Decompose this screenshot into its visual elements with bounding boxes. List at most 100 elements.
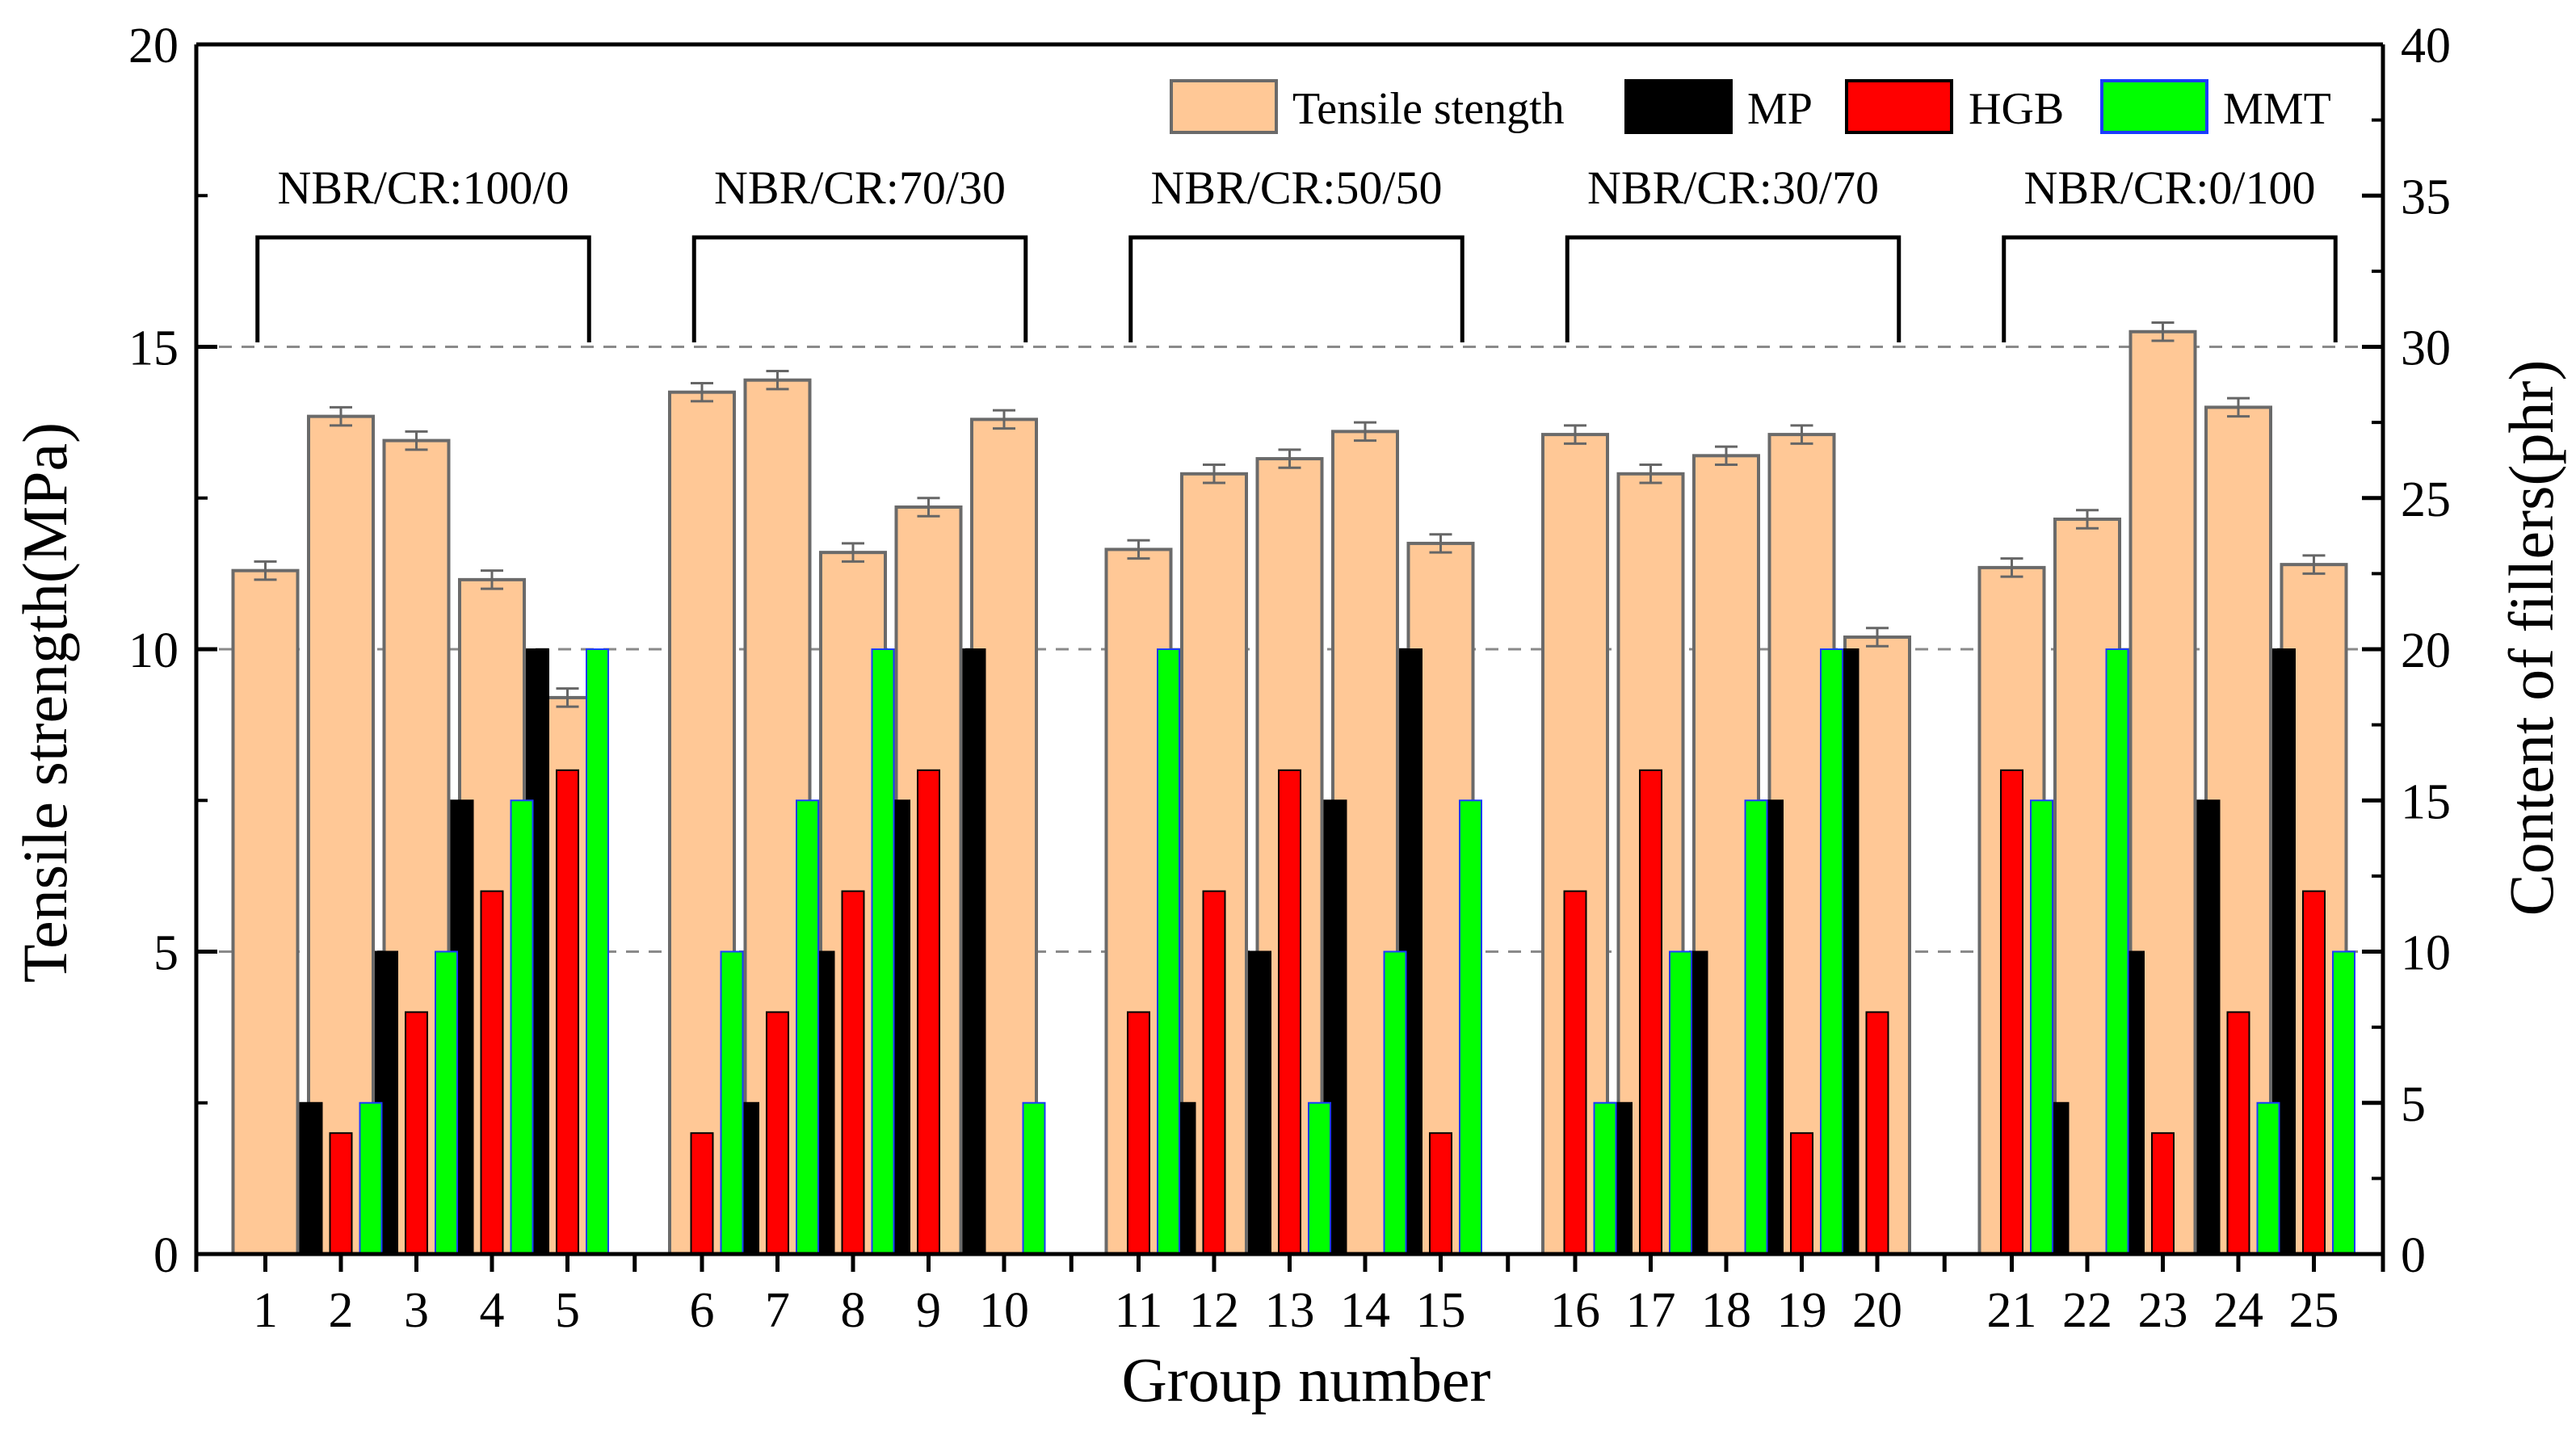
mmt-bar (510, 799, 534, 1255)
y-tick-label-right: 10 (2401, 926, 2451, 981)
x-tick-label: 11 (1115, 1283, 1163, 1338)
mmt-bar (796, 799, 819, 1255)
hgb-bar (556, 769, 579, 1255)
hgb-bar (2226, 1011, 2250, 1256)
mmt-bar (720, 950, 744, 1255)
mmt-bar (2256, 1101, 2280, 1255)
legend-swatch (2100, 79, 2208, 134)
legend-swatch (1170, 79, 1278, 134)
mmt-bar (2332, 950, 2355, 1255)
hgb-bar (2151, 1132, 2175, 1255)
mp-bar (1248, 950, 1271, 1255)
hgb-bar (917, 769, 940, 1255)
error-bars (254, 321, 2326, 708)
group-brackets: NBR/CR:100/0 NBR/CR:70/30 NBR/CR:50/50 NBR/… (255, 161, 2338, 342)
group-label: NBR/CR:30/70 (1587, 161, 1879, 214)
y-tick-label-right: 20 (2401, 623, 2451, 678)
hgb-bar (2000, 769, 2023, 1255)
y-axis-title-left: Tensile strength(MPa) (10, 422, 80, 983)
x-tick-label: 17 (1626, 1283, 1676, 1338)
legend-label: HGB (1969, 84, 2064, 134)
y-tick-label-right: 25 (2401, 472, 2451, 527)
hgb-bar (841, 890, 865, 1255)
mmt-bar (1157, 648, 1180, 1255)
legend-swatch (1624, 79, 1733, 134)
group-bracket (2002, 235, 2338, 342)
mmt-bar (2105, 648, 2129, 1255)
y-tick-label-right: 0 (2401, 1228, 2426, 1283)
hgb-bar (690, 1132, 714, 1255)
group-bracket (691, 235, 1028, 342)
mmt-bar (871, 648, 895, 1255)
hgb-bar (766, 1011, 789, 1256)
y-axis-title-right: Content of fillers(phr) (2496, 360, 2566, 917)
x-tick-label: 1 (253, 1283, 278, 1338)
hgb-bar (1278, 769, 1301, 1255)
mmt-bar (359, 1101, 383, 1255)
y-tick-label-left: 20 (128, 19, 179, 73)
hgb-bar (405, 1011, 428, 1256)
hgb-bar (1865, 1011, 1889, 1256)
mmt-bar (1308, 1101, 1331, 1255)
bars (231, 329, 2355, 1256)
y-tick-label-left: 10 (128, 623, 179, 678)
hgb-bar (1202, 890, 1226, 1255)
y-tick-label-left: 15 (128, 321, 179, 376)
hgb-bar (480, 890, 504, 1255)
mmt-bar (1669, 950, 1692, 1255)
x-tick-label: 25 (2289, 1283, 2339, 1338)
x-tick-label: 6 (690, 1283, 715, 1338)
group-label: NBR/CR:100/0 (278, 161, 569, 214)
mmt-bar (1459, 799, 1482, 1255)
legend-label: Tensile stength (1292, 84, 1565, 134)
legend-label: MP (1747, 84, 1813, 134)
x-tick-label: 23 (2138, 1283, 2188, 1338)
mmt-bar (1820, 648, 1843, 1255)
mmt-bar (586, 648, 609, 1255)
x-tick-label: 22 (2062, 1283, 2112, 1338)
x-tick-label: 7 (765, 1283, 790, 1338)
mmt-bar (1744, 799, 1768, 1255)
y-tick-label-right: 15 (2401, 774, 2451, 829)
mp-bar (299, 1101, 323, 1255)
mp-bar (962, 648, 986, 1255)
y-tick-label-left: 0 (153, 1228, 179, 1283)
tensile-bar (231, 568, 300, 1256)
y-tick-label-right: 35 (2401, 170, 2451, 224)
y-tick-label-right: 40 (2401, 19, 2451, 73)
hgb-bar (1127, 1011, 1150, 1256)
x-tick-label: 24 (2213, 1283, 2263, 1338)
x-tick-label: 19 (1777, 1283, 1827, 1338)
x-tick-label: 21 (1987, 1283, 2037, 1338)
legend-label: MMT (2223, 84, 2331, 134)
y-tick-label-right: 30 (2401, 321, 2451, 376)
x-tick-label: 5 (555, 1283, 580, 1338)
mmt-bar (1022, 1101, 1046, 1255)
hgb-bar (1429, 1132, 1452, 1255)
hgb-bar (329, 1132, 353, 1255)
mmt-bar (1383, 950, 1407, 1255)
group-bracket (1565, 235, 1902, 342)
x-tick-label: 12 (1189, 1283, 1239, 1338)
x-tick-label: 18 (1701, 1283, 1751, 1338)
x-tick-label: 16 (1550, 1283, 1600, 1338)
hgb-bar (1790, 1132, 1813, 1255)
x-axis-title: Group number (1121, 1344, 1490, 1415)
x-tick-label: 10 (979, 1283, 1029, 1338)
x-tick-label: 2 (329, 1283, 354, 1338)
x-tick-label: 15 (1416, 1283, 1466, 1338)
x-tick-label: 3 (404, 1283, 429, 1338)
mmt-bar (1593, 1101, 1617, 1255)
x-tick-label: 8 (841, 1283, 866, 1338)
legend-swatch (1845, 79, 1953, 134)
group-bracket (1128, 235, 1464, 342)
mmt-bar (435, 950, 458, 1255)
group-bracket (255, 235, 591, 342)
group-label: NBR/CR:50/50 (1151, 161, 1443, 214)
x-tick-label: 13 (1265, 1283, 1315, 1338)
y-tick-label-left: 5 (153, 926, 179, 981)
x-tick-label: 14 (1340, 1283, 1390, 1338)
mp-bar (2196, 799, 2221, 1255)
mp-bar (1323, 799, 1347, 1255)
